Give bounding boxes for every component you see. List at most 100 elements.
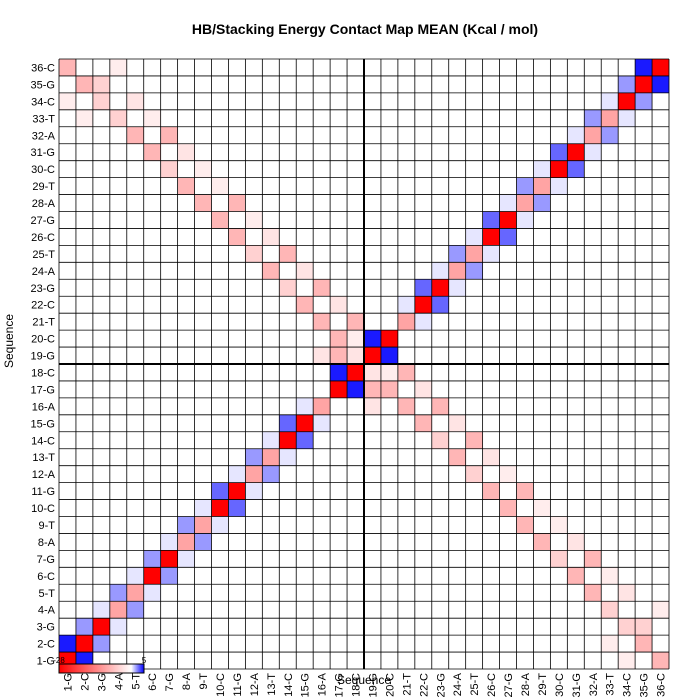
heatmap-cell-6-C-31-G bbox=[567, 567, 585, 585]
heatmap-cell-22-C-17-G bbox=[330, 296, 348, 314]
x-tick-label: 3-G bbox=[96, 673, 108, 691]
heatmap-cell-35-G-3-G bbox=[92, 75, 110, 93]
heatmap-cell-13-T-26-C bbox=[482, 448, 500, 466]
heatmap-cell-33-T-33-T bbox=[601, 109, 619, 127]
heatmap-cell-24-A-13-T bbox=[262, 262, 280, 280]
y-tick-label: 24-A bbox=[32, 266, 56, 278]
heatmap-cell-5-T-34-C bbox=[618, 584, 636, 602]
x-tick-label: 30-C bbox=[554, 673, 566, 697]
y-tick-label: 18-C bbox=[31, 367, 55, 379]
y-tick-label: 1-G bbox=[37, 656, 55, 668]
x-tick-label: 10-C bbox=[215, 673, 227, 697]
heatmap-cell-5-T-5-T bbox=[126, 584, 144, 602]
heatmap-cell-22-C-23-G bbox=[431, 296, 449, 314]
heatmap-cell-34-C-5-T bbox=[126, 92, 144, 110]
y-tick-label: 16-A bbox=[32, 401, 56, 413]
heatmap-cell-24-A-15-G bbox=[296, 262, 314, 280]
heatmap-cell-5-T-6-C bbox=[143, 584, 161, 602]
heatmap-cell-13-T-12-A bbox=[245, 448, 263, 466]
x-tick-label: 33-T bbox=[605, 673, 617, 696]
y-tick-labels: 1-G 2-C 3-G 4-A 5-T 6-C 7-G 8-A 9-T 10-C 11-G 12-A 1… bbox=[31, 62, 56, 667]
y-tick-label: 36-C bbox=[31, 62, 55, 74]
y-tick-label: 4-A bbox=[38, 605, 56, 617]
y-tick-label: 13-T bbox=[32, 452, 55, 464]
heatmap-cell-34-C-1-G bbox=[59, 92, 76, 110]
heatmap-cell-34-C-3-G bbox=[92, 92, 110, 110]
heatmap-cell-11-G-26-C bbox=[482, 482, 500, 500]
heatmap-cell-22-C-22-C bbox=[414, 296, 432, 314]
heatmap-cell-27-G-26-C bbox=[482, 211, 500, 229]
heatmap-cell-3-G-3-G bbox=[92, 618, 110, 636]
heatmap-cell-28-A-11-G bbox=[228, 194, 246, 212]
heatmap-cell-5-T-4-A bbox=[109, 584, 127, 602]
heatmap-cell-8-A-7-G bbox=[160, 533, 178, 551]
heatmap-cell-30-C-9-T bbox=[194, 160, 212, 178]
x-tick-label: 4-A bbox=[113, 672, 125, 690]
x-tick-label: 35-G bbox=[639, 673, 651, 697]
heatmap-cell-17-G-20-C bbox=[380, 380, 398, 398]
heatmap-cell-32-A-7-G bbox=[160, 126, 178, 144]
y-tick-label: 29-T bbox=[32, 181, 55, 193]
heatmap-cell-33-T-4-A bbox=[109, 109, 127, 127]
heatmap-cell-31-G-31-G bbox=[567, 143, 585, 161]
heatmap-cell-19-G-18-C bbox=[347, 347, 364, 364]
x-tick-label: 17-G bbox=[334, 673, 346, 697]
heatmap-cell-23-G-24-A bbox=[448, 279, 466, 297]
heatmap-cell-28-A-29-T bbox=[533, 194, 551, 212]
heatmap-cell-19-G-19-G bbox=[364, 347, 381, 364]
x-tick-label: 2-C bbox=[79, 673, 91, 691]
heatmap-cell-15-G-14-C bbox=[279, 414, 297, 432]
y-tick-label: 30-C bbox=[31, 164, 55, 176]
heatmap-cell-29-T-8-A bbox=[177, 177, 195, 195]
heatmap-cell-24-A-24-A bbox=[448, 262, 466, 280]
heatmap-cell-35-G-34-C bbox=[618, 75, 636, 93]
heatmap-cell-6-C-33-T bbox=[601, 567, 619, 585]
x-tick-label: 7-G bbox=[164, 673, 176, 691]
heatmap-cell-33-T-2-C bbox=[75, 109, 93, 127]
heatmap-cell-35-G-36-C bbox=[652, 75, 669, 93]
x-axis-label: Sequence bbox=[337, 673, 391, 687]
heatmap-cell-23-G-22-C bbox=[414, 279, 432, 297]
heatmap-cell-15-G-15-G bbox=[296, 414, 314, 432]
y-tick-label: 25-T bbox=[32, 249, 55, 261]
heatmap-cell-10-C-29-T bbox=[533, 499, 551, 517]
y-tick-label: 17-G bbox=[31, 384, 55, 396]
y-axis-label: Sequence bbox=[2, 314, 16, 368]
heatmap-cell-29-T-30-C bbox=[550, 177, 568, 195]
heatmap-cell-31-G-32-A bbox=[584, 143, 602, 161]
heatmap-cell-25-T-24-A bbox=[448, 245, 466, 263]
heatmap-cell-35-G-2-C bbox=[75, 75, 93, 93]
heatmap-cell-12-A-27-G bbox=[499, 465, 517, 483]
y-tick-label: 9-T bbox=[39, 520, 56, 532]
y-tick-label: 7-G bbox=[37, 554, 55, 566]
heatmap-cell-13-T-14-C bbox=[279, 448, 297, 466]
heatmap-cells bbox=[59, 59, 669, 669]
x-tick-label: 20-C bbox=[384, 673, 396, 697]
heatmap-cell-36-C-35-G bbox=[635, 59, 653, 76]
heatmap-cell-25-T-25-T bbox=[465, 245, 483, 263]
heatmap-cell-16-A-16-A bbox=[313, 397, 331, 415]
heatmap-cell-14-C-25-T bbox=[465, 431, 483, 449]
y-tick-label: 20-C bbox=[31, 334, 55, 346]
heatmap-cell-12-A-11-G bbox=[228, 465, 246, 483]
heatmap-cell-26-C-25-T bbox=[465, 228, 483, 246]
heatmap-cell-18-C-20-C bbox=[380, 364, 398, 381]
x-tick-label: 14-C bbox=[283, 673, 295, 697]
heatmap-cell-16-A-21-T bbox=[397, 397, 415, 415]
heatmap-cell-26-C-26-C bbox=[482, 228, 500, 246]
heatmap-cell-8-A-29-T bbox=[533, 533, 551, 551]
y-tick-label: 3-G bbox=[37, 622, 55, 634]
x-tick-label: 22-C bbox=[418, 673, 430, 697]
y-tick-label: 28-A bbox=[32, 198, 56, 210]
x-tick-label: 8-A bbox=[181, 672, 193, 690]
heatmap-cell-27-G-28-A bbox=[516, 211, 534, 229]
heatmap-cell-4-A-36-C bbox=[652, 601, 669, 619]
heatmap-cell-24-A-23-G bbox=[431, 262, 449, 280]
x-tick-label: 21-T bbox=[401, 673, 413, 696]
heatmap-cell-30-C-31-G bbox=[567, 160, 585, 178]
x-tick-label: 28-A bbox=[520, 672, 532, 696]
heatmap-cell-20-C-18-C bbox=[347, 330, 364, 348]
colorbar-min-label: -28 bbox=[53, 656, 65, 665]
heatmap-cell-15-G-22-C bbox=[414, 414, 432, 432]
heatmap-cell-26-C-27-G bbox=[499, 228, 517, 246]
